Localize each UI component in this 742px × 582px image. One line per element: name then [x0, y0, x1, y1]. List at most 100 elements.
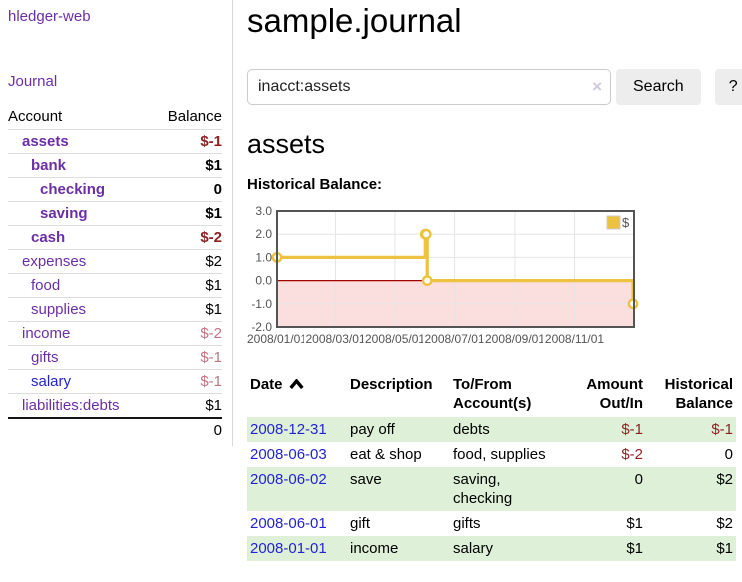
account-row: checking 0 [8, 177, 222, 202]
column-header-balance: Historical Balance [664, 376, 733, 412]
help-button[interactable]: ? [714, 69, 742, 105]
column-header-date: Date [247, 373, 347, 417]
transaction-description: gift [350, 515, 371, 532]
transaction-amount: $-2 [621, 446, 643, 463]
account-balance: $1 [152, 201, 222, 226]
account-link[interactable]: income [22, 325, 71, 342]
x-tick-label: 2008/11/01 [545, 332, 604, 346]
legend-swatch [606, 215, 621, 230]
account-balance: $-2 [152, 321, 222, 346]
transaction-date-link[interactable]: 2008-06-03 [250, 446, 327, 463]
transaction-row: 2008-06-02 save saving, checking 0 $2 [247, 467, 736, 511]
x-tick-label-bg [423, 331, 487, 346]
transaction-balance: $-1 [711, 421, 733, 438]
account-row: saving $1 [8, 201, 222, 226]
accounts-total-row: 0 [8, 417, 222, 442]
transaction-balance: 0 [724, 446, 733, 463]
transaction-description: eat & shop [350, 446, 422, 463]
account-row: income $-2 [8, 321, 222, 346]
transaction-balance: $1 [716, 540, 733, 557]
account-balance: 0 [152, 177, 222, 202]
chart-title: Historical Balance: [247, 176, 383, 193]
account-link[interactable]: cash [31, 229, 66, 246]
transaction-accounts: food, supplies [453, 446, 546, 463]
account-balance: $2 [152, 249, 222, 274]
search-input[interactable] [247, 69, 611, 105]
account-balance: $1 [152, 393, 222, 418]
account-row: supplies $1 [8, 297, 222, 322]
account-link[interactable]: checking [40, 181, 106, 198]
transaction-description: pay off [350, 421, 395, 438]
accounts-header-row: Account Balance [8, 105, 222, 130]
transaction-accounts: debts [453, 421, 490, 438]
transaction-amount: $1 [626, 540, 643, 557]
x-tick-label-bg [363, 331, 427, 346]
account-link[interactable]: supplies [31, 301, 87, 318]
column-header-accounts: To/From Account(s) [453, 376, 532, 412]
account-row: bank $1 [8, 153, 222, 178]
account-link[interactable]: salary [31, 373, 72, 390]
transaction-description: save [350, 471, 382, 488]
x-tick-label-bg [543, 331, 606, 346]
x-tick-label: 2008/03/01 [305, 332, 365, 346]
transaction-date-link[interactable]: 2008-01-01 [250, 540, 327, 557]
legend-label: $ [622, 215, 630, 230]
x-tick-label: 2008/05/01 [365, 332, 425, 346]
transaction-balance: $2 [716, 471, 733, 488]
y-tick-label: 3.0 [255, 204, 272, 218]
transactions-table: Date Description To/From Account(s) Amou… [247, 373, 736, 561]
transaction-row: 2008-12-31 pay off debts $-1 $-1 [247, 417, 736, 442]
page-title: sample.journal [247, 2, 462, 39]
sort-ascending-icon [288, 378, 304, 390]
transaction-amount: $-1 [621, 421, 643, 438]
transaction-description: income [350, 540, 399, 557]
account-link[interactable]: assets [22, 133, 69, 150]
chart-container: 3.0 2.0 1.0 0.0 -1.0 -2.0 2008/01/01 2008/03/01… [245, 203, 742, 356]
account-row: liabilities:debts $1 [8, 393, 222, 418]
accounts-header-balance: Balance [167, 108, 222, 125]
account-row: expenses $2 [8, 249, 222, 274]
transaction-row: 2008-01-01 income salary $1 $1 [247, 536, 736, 561]
account-link[interactable]: gifts [31, 349, 59, 366]
account-row: cash $-2 [8, 225, 222, 250]
account-balance: $-1 [152, 345, 222, 370]
account-balance: $1 [152, 273, 222, 298]
transaction-accounts: salary [453, 540, 494, 557]
account-row: assets $-1 [8, 129, 222, 154]
transaction-row: 2008-06-03 eat & shop food, supplies $-2 0 [247, 442, 736, 467]
transaction-date-link[interactable]: 2008-06-01 [250, 515, 327, 532]
search-button[interactable]: Search [616, 69, 701, 105]
transaction-date-link[interactable]: 2008-12-31 [250, 421, 327, 438]
account-link[interactable]: liabilities:debts [22, 397, 120, 414]
main-content: sample.journal × Search ? assets Histori… [233, 0, 742, 581]
column-header-description: Description [350, 376, 433, 393]
brand-link[interactable]: hledger-web [8, 8, 91, 25]
y-tick-label: -1.0 [251, 297, 272, 311]
data-point-marker [420, 228, 432, 240]
transaction-balance: $2 [716, 515, 733, 532]
account-link[interactable]: saving [40, 205, 88, 222]
x-tick-label-bg [304, 331, 368, 346]
x-tick-label: 2008/07/01 [424, 332, 484, 346]
transaction-accounts: saving, checking [453, 471, 513, 507]
y-tick-label: 2.0 [255, 227, 272, 241]
transaction-date-link[interactable]: 2008-06-02 [250, 471, 327, 488]
transaction-row: 2008-06-01 gift gifts $1 $2 [247, 511, 736, 536]
x-tick-label-bg [245, 331, 309, 346]
search-form: × Search ? [247, 69, 742, 105]
account-title: assets [247, 129, 326, 159]
account-link[interactable]: food [31, 277, 61, 294]
transaction-amount: $1 [626, 515, 643, 532]
account-row: salary $-1 [8, 369, 222, 394]
sidebar-item-journal[interactable]: Journal [8, 73, 58, 90]
y-tick-label: 0.0 [255, 274, 272, 288]
account-link[interactable]: bank [31, 157, 67, 174]
transaction-accounts: gifts [453, 515, 481, 532]
clear-search-icon[interactable]: × [592, 77, 602, 96]
accounts-total-value: 0 [152, 417, 222, 442]
x-tick-label: 2008/09/01 [485, 332, 545, 346]
accounts-total-spacer [8, 417, 152, 442]
data-point-marker [421, 275, 433, 287]
account-link[interactable]: expenses [22, 253, 87, 270]
